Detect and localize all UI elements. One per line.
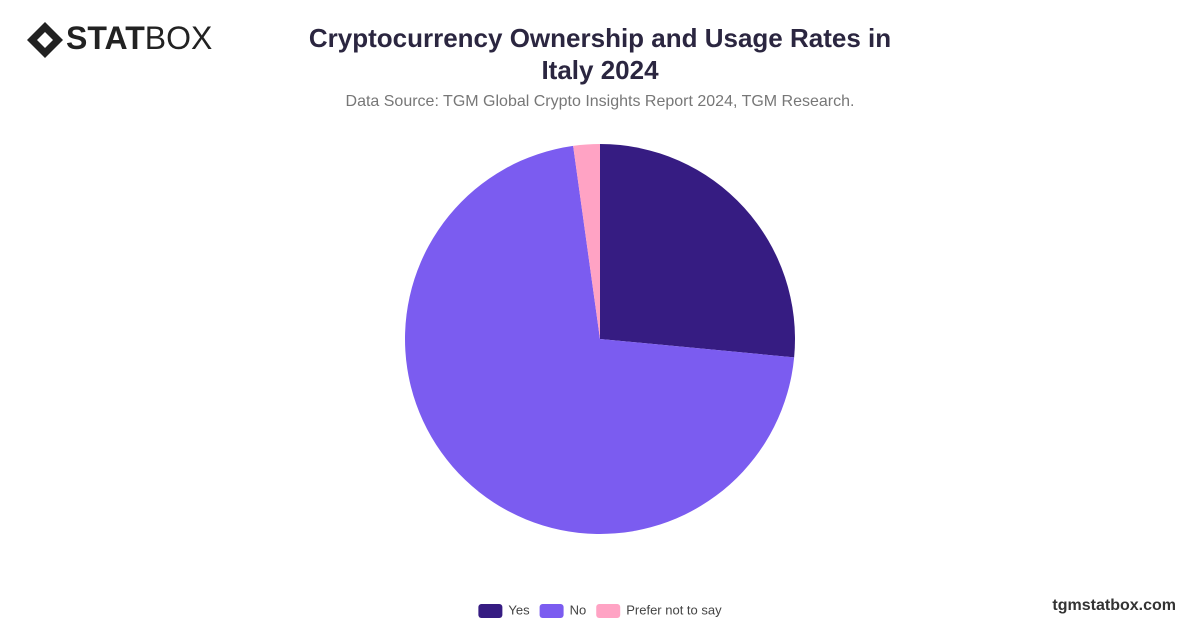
pie-slice xyxy=(404,145,795,534)
legend-label: Yes xyxy=(508,602,530,617)
logo-icon xyxy=(27,22,63,58)
pie-slice xyxy=(573,144,600,339)
legend-swatch xyxy=(539,604,564,618)
logo-light: BOX xyxy=(145,20,213,56)
pie-slice xyxy=(600,144,795,358)
legend-label: Prefer not to say xyxy=(626,602,722,617)
legend: Yes No Prefer not to say xyxy=(478,602,722,618)
chart-title: Cryptocurrency Ownership and Usage Rates… xyxy=(308,23,892,85)
legend-label: No xyxy=(570,602,587,617)
logo: STATBOX xyxy=(27,20,212,58)
subtitle: Data Source: TGM Global Crypto Insights … xyxy=(346,93,855,110)
legend-swatch xyxy=(478,604,503,618)
legend-swatch xyxy=(596,604,621,618)
logo-bold: STAT xyxy=(66,20,145,56)
footer: tgmstatbox.com xyxy=(1052,597,1176,614)
logo-text: STATBOX xyxy=(66,20,212,56)
